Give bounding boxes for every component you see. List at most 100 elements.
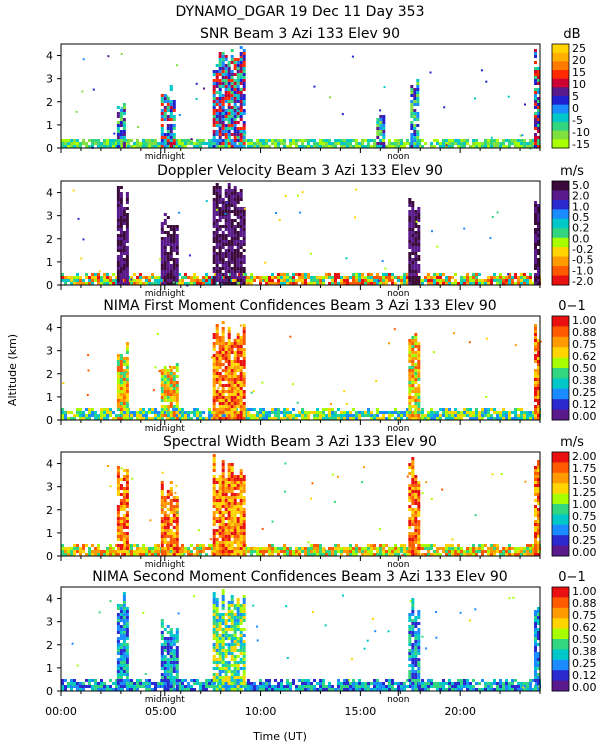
echo-cell — [230, 225, 234, 228]
echo-cell — [169, 399, 173, 402]
echo-cell — [230, 411, 234, 414]
echo-cell — [236, 130, 240, 133]
echo-cell — [166, 237, 170, 240]
echo-speck — [310, 497, 312, 500]
echo-cell — [247, 276, 250, 279]
echo-cell — [184, 414, 187, 417]
echo-cell — [439, 279, 442, 282]
echo-cell — [408, 258, 412, 261]
echo-cell — [376, 414, 379, 417]
echo-cell — [166, 124, 170, 127]
echo-cell — [534, 91, 537, 94]
echo-cell — [196, 682, 199, 685]
echo-cell — [125, 342, 129, 345]
echo-cell — [119, 234, 123, 237]
echo-cell — [442, 550, 445, 553]
echo-cell — [343, 139, 346, 142]
echo-cell — [169, 414, 173, 417]
echo-cell — [526, 414, 529, 417]
echo-cell — [457, 411, 460, 414]
echo-cell — [212, 475, 216, 478]
echo-cell — [411, 381, 415, 384]
echo-cell — [125, 228, 129, 231]
echo-cell — [418, 139, 421, 142]
echo-cell — [508, 411, 511, 414]
echo-cell — [116, 234, 120, 237]
echo-cell — [397, 145, 400, 148]
echo-cell — [417, 360, 421, 363]
echo-cell — [414, 222, 418, 225]
echo-cell — [212, 417, 216, 420]
echo-cell — [283, 414, 286, 417]
echo-cell — [230, 76, 234, 79]
echo-cell — [436, 282, 439, 285]
echo-cell — [280, 411, 283, 414]
echo-cell — [233, 270, 237, 273]
echo-cell — [116, 267, 120, 270]
echo-cell — [61, 417, 64, 420]
echo-cell — [215, 279, 219, 282]
echo-cell — [230, 79, 234, 82]
echo-cell — [408, 499, 412, 502]
echo-cell — [145, 282, 148, 285]
echo-cell — [307, 139, 310, 142]
echo-cell — [242, 481, 246, 484]
echo-cell — [215, 145, 219, 148]
echo-cell — [202, 544, 205, 547]
echo-cell — [478, 411, 481, 414]
echo-cell — [160, 136, 164, 139]
echo-cell — [175, 408, 178, 411]
echo-cell — [100, 408, 103, 411]
echo-cell — [227, 342, 231, 345]
echo-cell — [205, 547, 208, 550]
echo-cell — [94, 142, 97, 145]
echo-cell — [169, 550, 172, 553]
echo-speck — [463, 227, 466, 230]
echo-cell — [514, 547, 517, 550]
echo-cell — [537, 76, 540, 79]
echo-cell — [534, 469, 537, 472]
echo-cell — [463, 276, 466, 279]
echo-cell — [172, 225, 176, 228]
echo-cell — [239, 514, 243, 517]
echo-cell — [319, 414, 322, 417]
echo-cell — [196, 145, 199, 148]
echo-cell — [537, 115, 540, 118]
echo-cell — [239, 541, 243, 544]
echo-cell — [212, 490, 216, 493]
echo-cell — [169, 547, 173, 550]
echo-speck — [120, 53, 123, 55]
echo-cell — [382, 417, 385, 420]
colorbar-unit: m/s — [560, 435, 584, 450]
echo-cell — [227, 339, 231, 342]
echo-cell — [236, 258, 240, 261]
echo-cell — [61, 145, 64, 148]
echo-cell — [361, 411, 364, 414]
echo-speck — [189, 254, 191, 257]
echo-cell — [265, 145, 268, 148]
echo-cell — [301, 139, 304, 142]
echo-cell — [361, 550, 364, 553]
echo-cell — [242, 136, 246, 139]
echo-cell — [537, 348, 540, 351]
echo-cell — [212, 387, 216, 390]
echo-cell — [115, 550, 118, 553]
echo-cell — [262, 411, 265, 414]
echo-cell — [451, 145, 454, 148]
echo-cell — [122, 136, 126, 139]
echo-cell — [139, 282, 142, 285]
echo-cell — [239, 243, 243, 246]
echo-cell — [417, 276, 421, 279]
echo-cell — [319, 411, 322, 414]
echo-cell — [221, 61, 225, 64]
echo-cell — [411, 490, 415, 493]
echo-cell — [119, 219, 123, 222]
echo-cell — [310, 282, 313, 285]
echo-cell — [215, 213, 219, 216]
echo-cell — [382, 136, 386, 139]
echo-cell — [411, 523, 415, 526]
echo-cell — [484, 139, 487, 142]
echo-cell — [537, 544, 540, 547]
echo-cell — [304, 276, 307, 279]
echo-cell — [411, 237, 415, 240]
